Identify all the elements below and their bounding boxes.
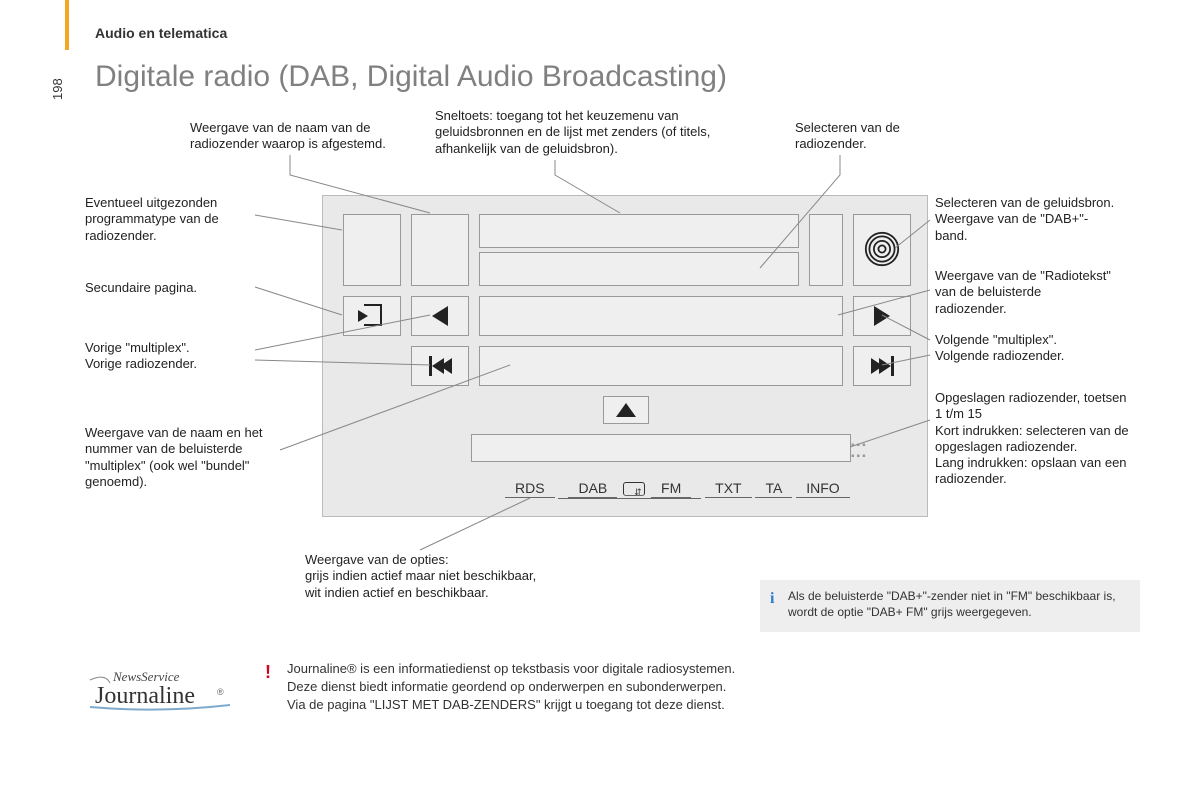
anno-select-station: Selecteren van de radiozender. (795, 120, 945, 153)
cell-secondary-page[interactable] (343, 296, 401, 336)
svg-text:®: ® (217, 687, 224, 697)
swap-icon: ⇵ (623, 482, 645, 496)
opt-dabfm[interactable]: DAB ⇵ FM (558, 479, 701, 499)
section-header: Audio en telematica (95, 25, 227, 41)
cell-source[interactable] (853, 214, 911, 286)
cell-prog-type[interactable] (343, 214, 401, 286)
anno-multiplex-name: Weergave van de naam en het nummer van d… (85, 425, 275, 490)
enter-icon (360, 304, 384, 328)
target-icon (864, 231, 900, 270)
anno-shortcut: Sneltoets: toegang tot het keuzemenu van… (435, 108, 725, 157)
anno-prev: Vorige "multiplex". Vorige radiozender. (85, 340, 255, 373)
skip-previous-icon (429, 356, 452, 376)
anno-prog-type: Eventueel uitgezonden programmatype van … (85, 195, 255, 244)
cell-next-track[interactable] (853, 346, 911, 386)
cell-preset-bar[interactable] (471, 434, 851, 462)
options-row: RDS DAB ⇵ FM TXT TA INFO (505, 479, 850, 499)
opt-ta[interactable]: TA (755, 479, 792, 498)
opt-txt[interactable]: TXT (705, 479, 751, 498)
cell-radiotext[interactable] (479, 296, 843, 336)
svg-text:Journaline: Journaline (95, 683, 195, 709)
anno-source: Selecteren van de geluidsbron. Weergave … (935, 195, 1115, 244)
opt-info[interactable]: INFO (796, 479, 849, 498)
journaline-logo: NewsService Journaline ® (85, 665, 235, 715)
triangle-left-icon (432, 306, 448, 326)
page-number: 198 (50, 78, 65, 100)
svg-text:NewsService: NewsService (112, 669, 180, 684)
cell-multiplex-name[interactable] (479, 346, 843, 386)
cell-prev-multiplex[interactable] (411, 296, 469, 336)
anno-next: Volgende "multiplex". Volgende radiozend… (935, 332, 1115, 365)
cell-station-name[interactable] (411, 214, 469, 286)
opt-rds[interactable]: RDS (505, 479, 555, 498)
anno-preset: Opgeslagen radiozender, toetsen 1 t/m 15… (935, 390, 1130, 488)
cell-up[interactable] (603, 396, 649, 424)
journaline-text: Journaline® is een informatiedienst op t… (265, 660, 915, 715)
list-dots-icon: ▪▪▪▪▪▪ (851, 440, 875, 456)
skip-next-icon (871, 356, 894, 376)
cell-narrow[interactable] (809, 214, 843, 286)
accent-bar (65, 0, 69, 50)
anno-radiotext: Weergave van de "Radiotekst" van de belu… (935, 268, 1115, 317)
info-box: Als de beluisterde "DAB+"-zender niet in… (760, 580, 1140, 632)
cell-next-multiplex[interactable] (853, 296, 911, 336)
anno-station-name: Weergave van de naam van de radiozender … (190, 120, 390, 153)
anno-secondary-page: Secundaire pagina. (85, 280, 255, 296)
cell-select-station[interactable] (479, 252, 799, 286)
page-title: Digitale radio (DAB, Digital Audio Broad… (95, 60, 727, 94)
anno-options: Weergave van de opties: grijs indien act… (305, 552, 605, 601)
triangle-right-icon (874, 306, 890, 326)
cell-prev-track[interactable] (411, 346, 469, 386)
cell-shortcut-top[interactable] (479, 214, 799, 248)
triangle-up-icon (616, 403, 636, 417)
radio-screen: ▪▪▪▪▪▪ RDS DAB ⇵ FM TXT TA INFO (322, 195, 928, 517)
